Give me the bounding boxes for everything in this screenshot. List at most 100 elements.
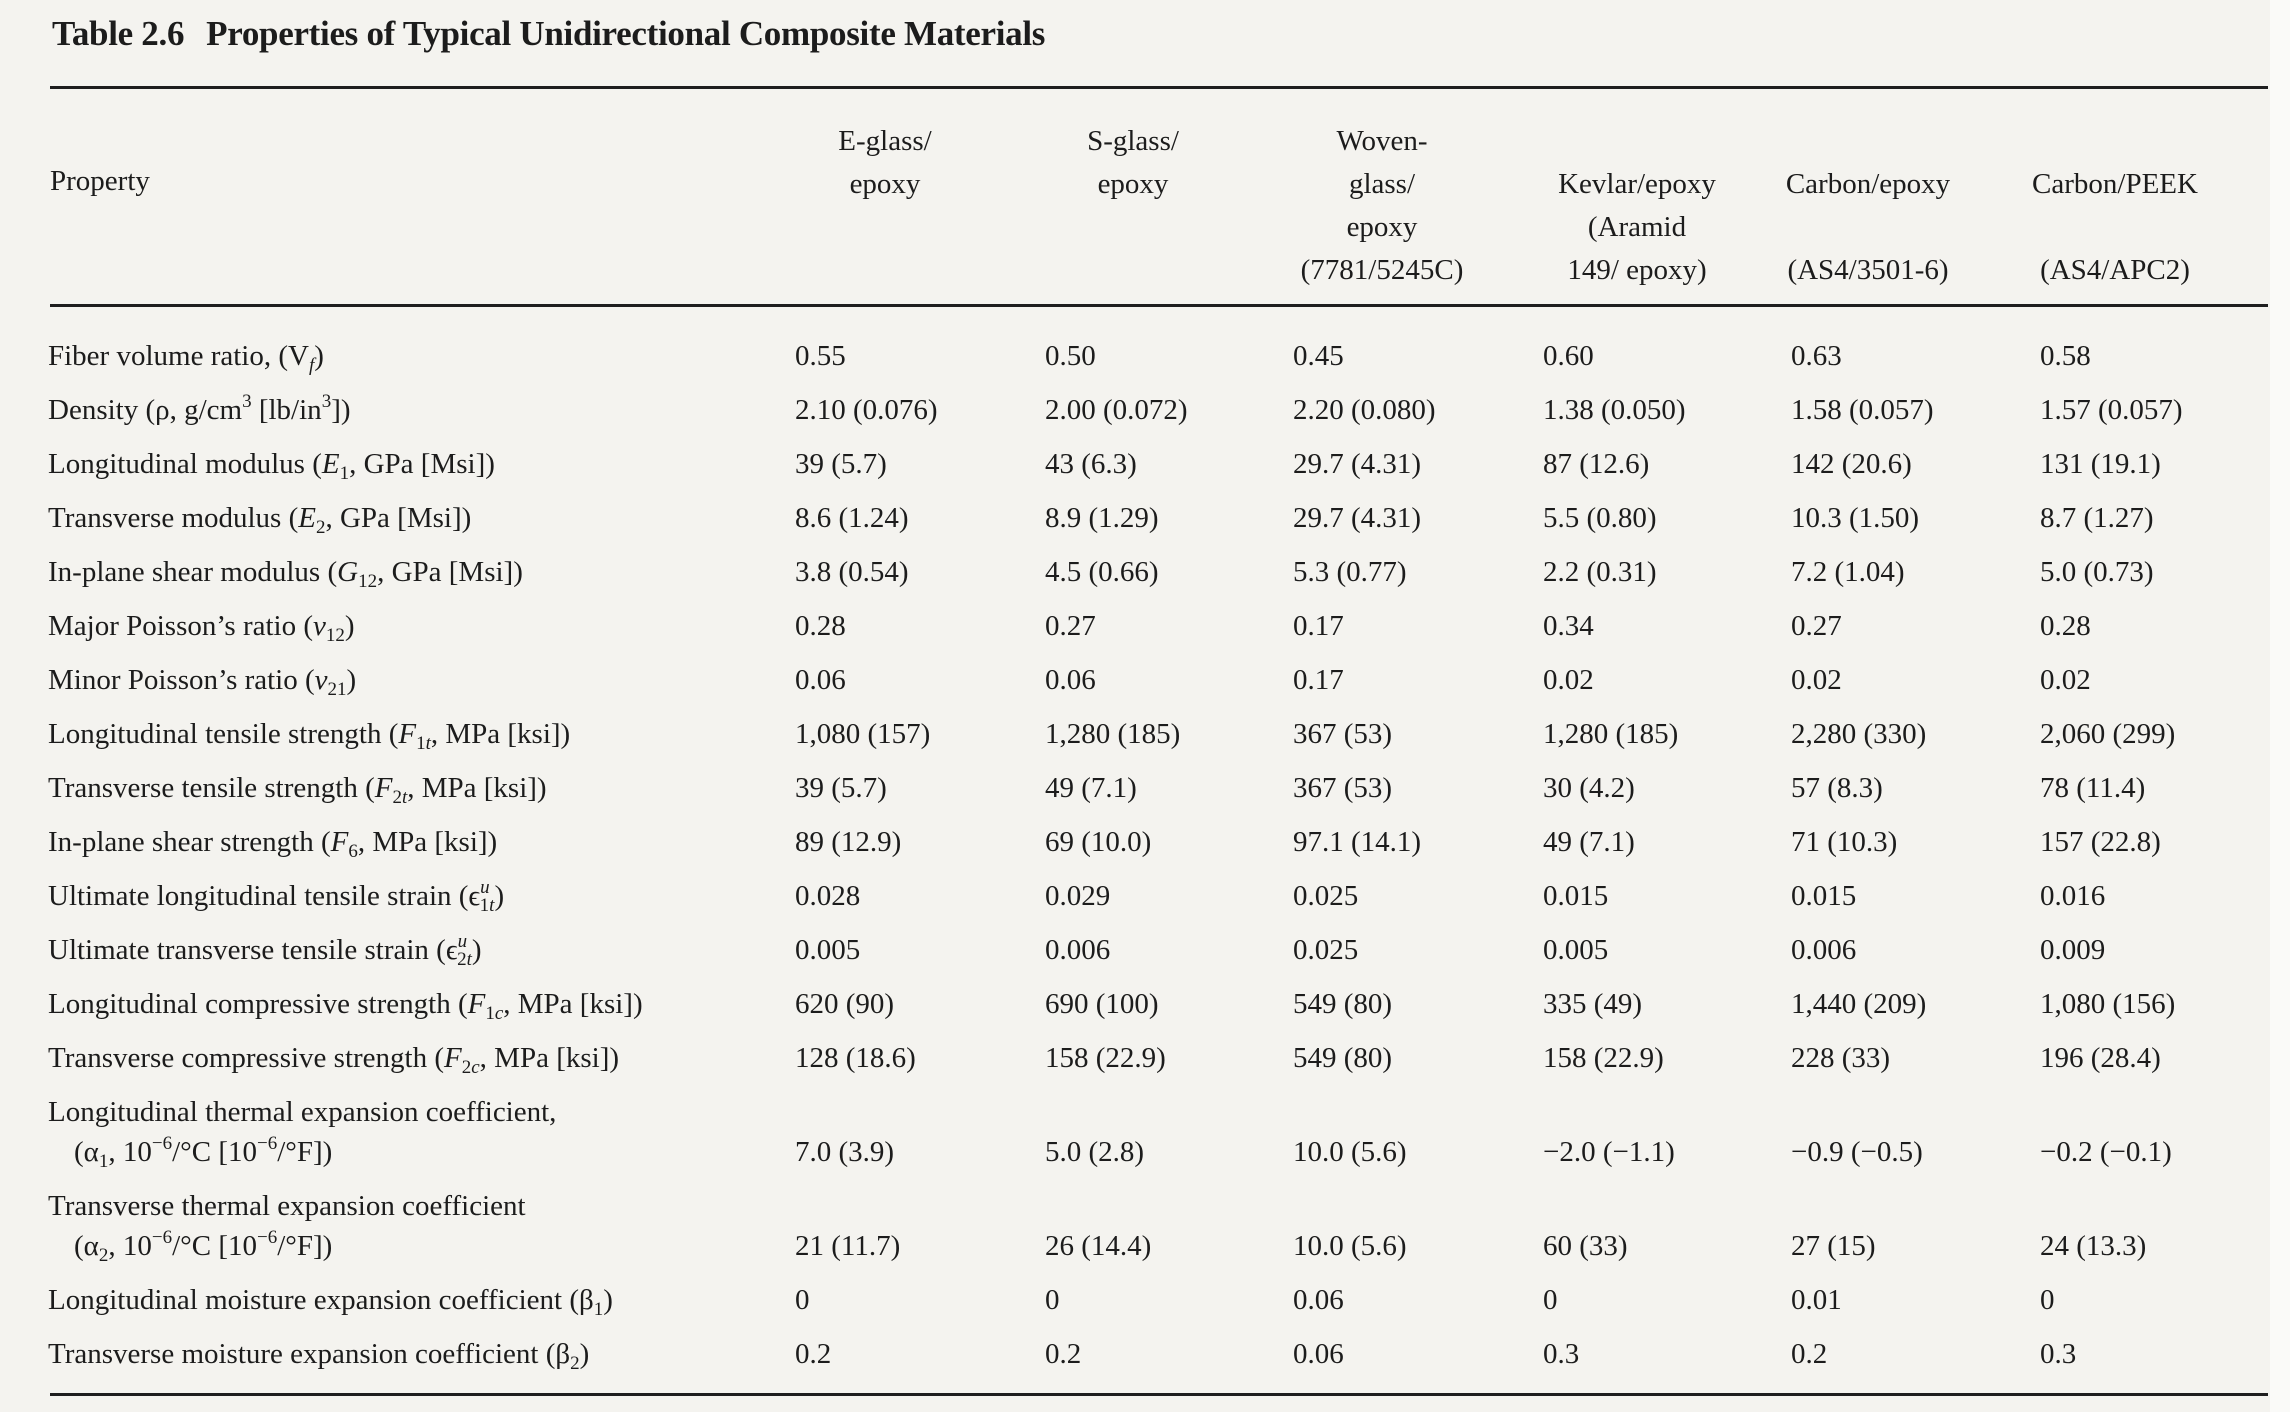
value-cell: 1.38 (0.050)	[1543, 394, 1686, 426]
column-header-line: S-glass/	[1087, 125, 1179, 157]
value-cell: 1,280 (185)	[1543, 718, 1679, 750]
value-cell: 0.28	[2040, 610, 2091, 642]
table-title: Properties of Typical Unidirectional Com…	[206, 14, 1046, 53]
property-label: Longitudinal modulus (E1, GPa [Msi])	[48, 444, 495, 484]
value-cell: 158 (22.9)	[1045, 1042, 1166, 1074]
property-label: Longitudinal compressive strength (F1c, …	[48, 984, 643, 1024]
value-cell: 0.63	[1791, 340, 1842, 372]
property-label-text: In-plane shear strength (F6, MPa [ksi])	[48, 826, 498, 862]
value-cell: 0.06	[795, 664, 846, 696]
value-cell: 0.3	[1543, 1338, 1580, 1370]
property-label: Fiber volume ratio, (Vf)	[48, 336, 324, 376]
column-header-line: (AS4/3501-6)	[1787, 254, 1949, 286]
value-cell: 620 (90)	[795, 988, 895, 1020]
value-cell: 0.005	[1543, 934, 1609, 966]
value-cell: 0.01	[1791, 1284, 1842, 1316]
property-label-text: Density (ρ, g/cm3 [lb/in3])	[48, 391, 351, 426]
column-header-line: epoxy	[1346, 211, 1418, 243]
property-label: Ultimate transverse tensile strain (ϵu2t…	[48, 930, 482, 970]
value-cell: 87 (12.6)	[1543, 448, 1650, 480]
table-caption: Table 2.6 Properties of Typical Unidirect…	[52, 14, 1045, 54]
value-cell: 0.58	[2040, 340, 2091, 372]
value-cell: 89 (12.9)	[795, 826, 902, 858]
property-label-text: Transverse thermal expansion coefficient	[48, 1190, 526, 1222]
value-cell: 0.028	[795, 880, 861, 912]
value-cell: 69 (10.0)	[1045, 826, 1152, 858]
value-cell: 142 (20.6)	[1791, 448, 1912, 480]
value-cell: 367 (53)	[1293, 772, 1393, 804]
value-cell: 0.17	[1293, 610, 1344, 642]
value-cell: 1,280 (185)	[1045, 718, 1181, 750]
property-label: Longitudinal tensile strength (F1t, MPa …	[48, 714, 570, 754]
property-label-text: Longitudinal moisture expansion coeffici…	[48, 1284, 613, 1320]
value-cell: 0.015	[1543, 880, 1609, 912]
column-header-line: (AS4/APC2)	[2040, 254, 2190, 286]
property-label-text: Longitudinal modulus (E1, GPa [Msi])	[48, 448, 495, 484]
value-cell: 0.2	[795, 1338, 832, 1370]
value-cell: 2,060 (299)	[2040, 718, 2176, 750]
value-cell: 3.8 (0.54)	[795, 556, 909, 588]
value-cell: 157 (22.8)	[2040, 826, 2161, 858]
value-cell: 0	[2040, 1284, 2055, 1316]
value-cell: 78 (11.4)	[2040, 772, 2146, 804]
column-header-line: (Aramid	[1587, 211, 1687, 243]
column-header-line: Woven-	[1336, 125, 1428, 157]
property-label: Transverse tensile strength (F2t, MPa [k…	[48, 768, 547, 808]
value-cell: 0.02	[1791, 664, 1842, 696]
property-label-text: Major Poisson’s ratio (ν12)	[48, 610, 355, 646]
property-label-text: Transverse tensile strength (F2t, MPa [k…	[48, 772, 547, 808]
value-cell: 0.015	[1791, 880, 1857, 912]
value-cell: 5.0 (2.8)	[1045, 1136, 1145, 1168]
value-cell: 27 (15)	[1791, 1230, 1876, 1262]
value-cell: 196 (28.4)	[2040, 1042, 2161, 1074]
value-cell: 49 (7.1)	[1045, 772, 1137, 804]
column-header-line: Carbon/PEEK	[2032, 168, 2198, 200]
value-cell: 71 (10.3)	[1791, 826, 1898, 858]
header-rule	[50, 304, 2268, 307]
value-cell: 5.0 (0.73)	[2040, 556, 2154, 588]
value-cell: 1.57 (0.057)	[2040, 394, 2183, 426]
value-cell: 0.006	[1045, 934, 1111, 966]
value-cell: 29.7 (4.31)	[1293, 448, 1422, 480]
value-cell: 10.0 (5.6)	[1293, 1230, 1407, 1262]
value-cell: 8.6 (1.24)	[795, 502, 909, 534]
value-cell: 5.3 (0.77)	[1293, 556, 1407, 588]
property-label-units: (α1, 10−6/°C [10−6/°F])	[74, 1133, 333, 1172]
value-cell: 158 (22.9)	[1543, 1042, 1664, 1074]
value-cell: 0.025	[1293, 880, 1359, 912]
column-header-line: 149/ epoxy)	[1567, 254, 1707, 286]
value-cell: 0.2	[1045, 1338, 1082, 1370]
property-label-text: In-plane shear modulus (G12, GPa [Msi])	[48, 556, 523, 592]
value-cell: 0.34	[1543, 610, 1594, 642]
property-label: Longitudinal moisture expansion coeffici…	[48, 1280, 613, 1320]
value-cell: 0.016	[2040, 880, 2106, 912]
property-label: Transverse thermal expansion coefficient…	[48, 1186, 526, 1266]
column-header-line: Kevlar/epoxy	[1558, 168, 1716, 200]
value-cell: 367 (53)	[1293, 718, 1393, 750]
value-cell: 0.2	[1791, 1338, 1828, 1370]
value-cell: 57 (8.3)	[1791, 772, 1883, 804]
property-column-header: Property	[50, 165, 150, 197]
value-cell: 8.9 (1.29)	[1045, 502, 1159, 534]
property-label-text: Ultimate longitudinal tensile strain (ϵu…	[48, 877, 505, 916]
value-cell: 0.006	[1791, 934, 1857, 966]
property-label: In-plane shear modulus (G12, GPa [Msi])	[48, 552, 523, 592]
value-cell: 39 (5.7)	[795, 772, 887, 804]
value-cell: 0.005	[795, 934, 861, 966]
column-header-line: (7781/5245C)	[1300, 254, 1464, 286]
value-cell: 26 (14.4)	[1045, 1230, 1152, 1262]
value-cell: 0	[1543, 1284, 1558, 1316]
column-header-line: epoxy	[849, 168, 921, 200]
property-label: Transverse modulus (E2, GPa [Msi])	[48, 498, 471, 538]
value-cell: −0.9 (−0.5)	[1791, 1136, 1923, 1168]
value-cell: 0.06	[1293, 1338, 1344, 1370]
property-label-text: Transverse moisture expansion coefficien…	[48, 1338, 590, 1374]
property-label: Minor Poisson’s ratio (ν21)	[48, 660, 356, 700]
value-cell: 228 (33)	[1791, 1042, 1891, 1074]
value-cell: 0.029	[1045, 880, 1111, 912]
value-cell: 549 (80)	[1293, 988, 1393, 1020]
value-cell: 0.025	[1293, 934, 1359, 966]
value-cell: 1,080 (157)	[795, 718, 931, 750]
property-label-text: Ultimate transverse tensile strain (ϵu2t…	[48, 931, 482, 970]
value-cell: −0.2 (−0.1)	[2040, 1136, 2172, 1168]
